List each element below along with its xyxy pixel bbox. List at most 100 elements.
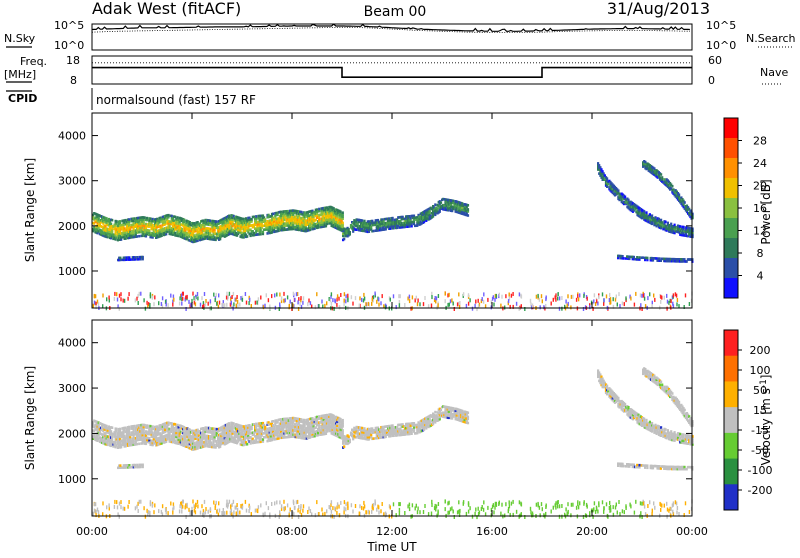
- velocity-ground-mark: [128, 500, 129, 504]
- date-title: 31/Aug/2013: [607, 0, 710, 18]
- velocity-ground-mark: [290, 508, 291, 512]
- power-ground-mark: [393, 294, 394, 298]
- power-ground-mark: [120, 292, 121, 296]
- power-ground-mark: [431, 304, 432, 308]
- velocity-ground-mark: [299, 510, 300, 514]
- velocity-ground-mark: [482, 505, 483, 509]
- velocity-ground-mark: [419, 510, 420, 514]
- velocity-ground-mark: [231, 503, 232, 507]
- power-cell: [342, 222, 344, 225]
- power-ground-mark: [334, 299, 335, 303]
- power-ground-mark: [181, 302, 182, 306]
- power-ground-mark: [324, 304, 325, 308]
- velocity-ground-mark: [609, 501, 610, 505]
- velocity-ground-mark: [555, 506, 556, 510]
- velocity-ground-mark: [493, 503, 494, 507]
- power-ground-mark: [561, 307, 562, 311]
- velocity-ground-mark: [233, 500, 234, 504]
- power-ground-mark: [143, 298, 144, 302]
- power-ground-mark: [654, 298, 655, 302]
- power-cell: [342, 211, 344, 214]
- power-ground-mark: [469, 298, 470, 302]
- velocity-ground-mark: [468, 510, 469, 514]
- velocity-ground-mark: [281, 504, 282, 508]
- power-cell: [108, 218, 110, 221]
- power-ground-mark: [213, 293, 214, 297]
- velocity-cell: [149, 425, 151, 428]
- velocity-ground-mark: [124, 507, 125, 511]
- velocity-ground-mark: [283, 500, 284, 504]
- velocity-ground-mark: [618, 500, 619, 504]
- power-ground-mark: [494, 298, 495, 302]
- power-ground-mark: [496, 294, 497, 298]
- velocity-ground-mark: [260, 503, 261, 507]
- colorbar-swatch: [724, 218, 738, 239]
- power-ground-mark: [290, 300, 291, 304]
- power-ground-mark: [236, 295, 237, 299]
- power-ground-mark: [567, 304, 568, 308]
- power-ground-mark: [343, 303, 344, 307]
- velocity-ground-mark: [114, 505, 115, 509]
- power-ground-mark: [572, 295, 573, 299]
- velocity-ground-mark: [423, 510, 424, 514]
- velocity-ground-mark: [649, 500, 650, 504]
- velocity-cell: [145, 430, 147, 433]
- power-ground-mark: [195, 297, 196, 301]
- velocity-ground-mark: [93, 512, 94, 516]
- nave-label: Nave: [760, 66, 788, 79]
- power-cell: [679, 225, 681, 228]
- velocity-cell: [183, 426, 185, 429]
- velocity-ground-mark: [347, 502, 348, 506]
- velocity-cell: [174, 423, 176, 426]
- velocity-ground-mark: [297, 508, 298, 512]
- velocity-ground-mark: [407, 504, 408, 508]
- power-ground-mark: [672, 302, 673, 306]
- velocity-ground-mark: [458, 500, 459, 504]
- nsky-series-line: [92, 24, 690, 31]
- power-ground-mark: [223, 303, 224, 307]
- velocity-ground-mark: [542, 507, 543, 511]
- power-cell: [255, 215, 257, 218]
- velocity-ground-mark: [603, 510, 604, 514]
- power-ground-mark: [197, 296, 198, 300]
- power-cell: [271, 231, 273, 234]
- power-cell: [174, 232, 176, 235]
- velocity-cell: [173, 427, 175, 430]
- velocity-ground-mark: [246, 509, 247, 513]
- velocity-ground-mark: [543, 513, 544, 517]
- power-ground-mark: [352, 302, 353, 306]
- velocity-ground-mark: [435, 504, 436, 508]
- power-ground-mark: [186, 295, 187, 299]
- velocity-ground-mark: [499, 501, 500, 505]
- nave-tick-top: 60: [708, 54, 722, 67]
- velocity-ground-mark: [685, 501, 686, 505]
- nsky-label: N.Sky: [4, 32, 36, 45]
- power-cell: [467, 204, 469, 207]
- station-title: Adak West (fitACF): [92, 0, 241, 18]
- power-ground-mark: [664, 296, 665, 300]
- power-ground-mark: [399, 303, 400, 307]
- velocity-ground-mark: [224, 511, 225, 515]
- power-ground-mark: [260, 296, 261, 300]
- power-ground-mark: [310, 301, 311, 305]
- velocity-cell: [241, 439, 243, 442]
- power-cell: [235, 232, 237, 235]
- velocity-ground-mark: [117, 505, 118, 509]
- velocity-ground-mark: [229, 500, 230, 504]
- power-ground-mark: [245, 292, 246, 296]
- power-ground-mark: [237, 300, 238, 304]
- velocity-ground-mark: [283, 507, 284, 511]
- power-ground-mark: [351, 295, 352, 299]
- power-ground-mark: [114, 297, 115, 301]
- power-ground-mark: [185, 296, 186, 300]
- power-ground-mark: [94, 294, 95, 298]
- velocity-ground-mark: [557, 504, 558, 508]
- power-ground-mark: [482, 297, 483, 301]
- power-ground-mark: [409, 295, 410, 299]
- power-ground-mark: [516, 302, 517, 306]
- power-ground-mark: [340, 293, 341, 297]
- power-ground-mark: [140, 292, 141, 296]
- power-cell: [646, 257, 648, 260]
- power-ground-mark: [570, 305, 571, 309]
- power-ground-mark: [543, 305, 544, 309]
